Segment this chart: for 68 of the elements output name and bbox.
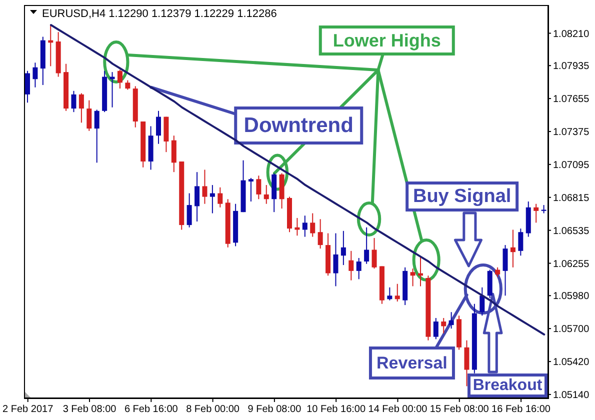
y-tick-label: 1.05700 xyxy=(553,324,590,336)
x-tick-label: 14 Feb 00:00 xyxy=(368,404,428,415)
y-tick-label: 1.08210 xyxy=(553,28,590,40)
candlestick xyxy=(71,90,76,113)
annotation: Lower Highs xyxy=(332,30,441,50)
candlestick xyxy=(356,257,362,280)
y-tick-label: 1.07095 xyxy=(553,160,590,171)
candlestick xyxy=(86,100,92,132)
candlestick xyxy=(256,175,262,200)
y-tick-label: 1.06255 xyxy=(553,258,590,270)
candlestick xyxy=(171,135,176,173)
x-tick-label: 3 Feb 08:00 xyxy=(62,404,117,415)
candlestick xyxy=(340,230,346,266)
y-tick-label: 1.05420 xyxy=(553,357,590,368)
x-tick-label: 8 Feb 00:00 xyxy=(186,404,240,415)
candlestick xyxy=(194,172,200,222)
candlestick xyxy=(94,109,100,164)
x-tick-label: 16 Feb 16:00 xyxy=(492,404,551,415)
candlestick xyxy=(125,80,130,90)
y-tick-label: 1.07655 xyxy=(553,94,590,106)
y-tick-label: 1.06535 xyxy=(553,226,590,237)
candlestick xyxy=(534,203,539,224)
candlestick xyxy=(310,212,316,238)
candlestick xyxy=(510,229,516,268)
candlestick xyxy=(394,283,400,302)
y-tick-label: 1.05980 xyxy=(553,291,590,302)
chart-title: EURUSD,H4 1.12290 1.12379 1.12229 1.12286 xyxy=(42,8,277,20)
candlestick xyxy=(364,226,370,264)
candlestick xyxy=(156,110,161,144)
candlestick xyxy=(302,215,308,238)
x-tick-label: 10 Feb 16:00 xyxy=(306,404,366,415)
annotation: Breakout xyxy=(472,377,543,394)
x-tick-label: 2 Feb 2017 xyxy=(2,404,54,415)
candlestick xyxy=(441,317,446,334)
x-tick-label: 9 Feb 08:00 xyxy=(248,404,302,415)
candlestick xyxy=(502,244,508,296)
annotation: Buy Signal xyxy=(412,186,512,207)
candlestick xyxy=(518,228,524,256)
candlestick xyxy=(218,186,223,208)
candlestick xyxy=(433,317,438,340)
x-tick-label: 6 Feb 16:00 xyxy=(124,404,178,415)
y-tick-label: 1.05140 xyxy=(553,390,590,402)
annotation: Reversal xyxy=(376,354,448,372)
y-tick-label: 1.07935 xyxy=(553,61,590,72)
candlestick xyxy=(248,177,254,202)
x-tick-label: 15 Feb 08:00 xyxy=(430,404,490,415)
candlestick xyxy=(25,70,30,104)
candlestick xyxy=(495,266,500,278)
candlestick xyxy=(210,184,215,214)
candlestick xyxy=(117,69,122,90)
candlestick xyxy=(78,92,84,124)
candlestick xyxy=(186,192,192,228)
y-tick-label: 1.07375 xyxy=(553,127,590,138)
candlestick xyxy=(372,237,377,270)
candlestick xyxy=(333,232,338,287)
annotation: Downtrend xyxy=(244,114,354,137)
candlestick xyxy=(348,250,354,281)
candlestick xyxy=(318,218,323,250)
candlestick xyxy=(387,286,392,301)
candlestick xyxy=(32,62,38,88)
line-series xyxy=(50,24,546,336)
candlestick xyxy=(202,169,208,204)
candlestick xyxy=(448,312,454,330)
candlestick xyxy=(464,340,470,387)
candlestick xyxy=(480,286,485,316)
candlestick xyxy=(264,184,269,204)
y-tick-label: 1.06815 xyxy=(553,192,590,204)
candlestick xyxy=(410,268,416,287)
